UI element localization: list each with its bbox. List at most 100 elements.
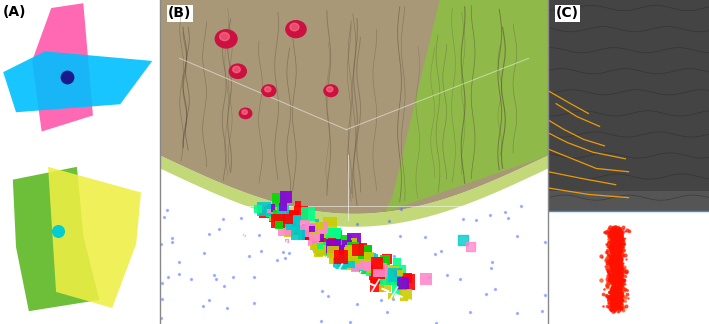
- Point: [603, 258, 615, 263]
- Point: [610, 228, 621, 233]
- Point: [610, 294, 621, 299]
- Point: [611, 268, 623, 273]
- Point: [465, 244, 476, 249]
- Point: [609, 228, 620, 233]
- Point: [610, 292, 622, 297]
- Point: [609, 269, 620, 274]
- Point: [613, 290, 624, 295]
- Point: [610, 268, 621, 273]
- Point: [608, 269, 620, 274]
- Point: [606, 274, 618, 280]
- Point: [611, 300, 623, 306]
- Point: [610, 288, 622, 293]
- Point: [610, 298, 621, 303]
- Point: [609, 259, 620, 264]
- Point: [278, 204, 289, 209]
- Point: [610, 274, 622, 280]
- Point: [615, 233, 627, 238]
- Point: [307, 226, 318, 232]
- Point: [615, 243, 627, 248]
- Point: [606, 249, 618, 254]
- Point: [613, 243, 624, 248]
- Point: [328, 243, 340, 249]
- Point: [605, 230, 617, 235]
- Point: [605, 307, 616, 312]
- Point: [609, 295, 620, 300]
- Point: [611, 252, 623, 257]
- Point: [603, 294, 615, 299]
- Point: [389, 253, 400, 258]
- Point: [610, 244, 622, 249]
- Point: [610, 303, 622, 308]
- Point: [611, 236, 623, 241]
- Point: [174, 271, 185, 276]
- Point: [610, 255, 621, 260]
- Point: [613, 247, 625, 252]
- Point: [601, 256, 613, 261]
- Point: [610, 250, 622, 255]
- Point: [610, 302, 621, 307]
- Point: [611, 245, 623, 250]
- Point: [613, 275, 625, 280]
- Point: [420, 234, 431, 239]
- Point: [608, 249, 620, 254]
- Point: [610, 261, 621, 266]
- Point: [608, 297, 619, 302]
- Point: [612, 237, 623, 242]
- Point: [614, 255, 625, 260]
- Point: [608, 257, 620, 262]
- Point: [602, 260, 613, 265]
- Point: [323, 237, 334, 242]
- Point: [601, 255, 612, 260]
- Point: [610, 260, 622, 265]
- Point: [605, 277, 616, 282]
- Point: [615, 236, 627, 241]
- Point: [610, 235, 621, 240]
- Point: [606, 266, 618, 271]
- Point: [611, 306, 623, 311]
- Point: [612, 291, 623, 296]
- Point: [608, 265, 619, 271]
- Point: [610, 271, 622, 276]
- Point: [615, 285, 626, 291]
- Point: [607, 228, 618, 234]
- Point: [611, 260, 623, 265]
- Point: [613, 236, 624, 241]
- Point: [615, 279, 626, 284]
- Point: [615, 297, 626, 303]
- Point: [613, 273, 624, 279]
- Point: [618, 298, 629, 304]
- Point: [313, 245, 324, 250]
- Point: [612, 271, 623, 276]
- Point: [608, 295, 620, 300]
- Point: [613, 268, 625, 273]
- Point: [612, 234, 623, 239]
- Point: [314, 243, 325, 249]
- Point: [608, 252, 619, 257]
- Point: [610, 272, 622, 277]
- Point: [604, 258, 615, 263]
- Point: [609, 305, 620, 310]
- Point: [614, 258, 625, 263]
- Point: [609, 279, 620, 284]
- Point: [611, 285, 623, 291]
- Point: [611, 236, 623, 241]
- Point: [605, 260, 617, 265]
- Point: [611, 236, 623, 241]
- Point: [605, 259, 617, 264]
- Point: [274, 221, 286, 226]
- Point: [367, 260, 378, 265]
- Point: [375, 297, 386, 303]
- Point: [610, 263, 621, 269]
- Point: [610, 264, 622, 269]
- Point: [603, 304, 615, 309]
- Point: [615, 261, 627, 267]
- Point: [457, 237, 469, 242]
- Point: [615, 262, 627, 267]
- Point: [610, 257, 622, 262]
- Point: [613, 273, 624, 278]
- Point: [603, 271, 614, 276]
- Point: [612, 294, 623, 299]
- Point: [614, 230, 625, 236]
- Point: [610, 281, 621, 286]
